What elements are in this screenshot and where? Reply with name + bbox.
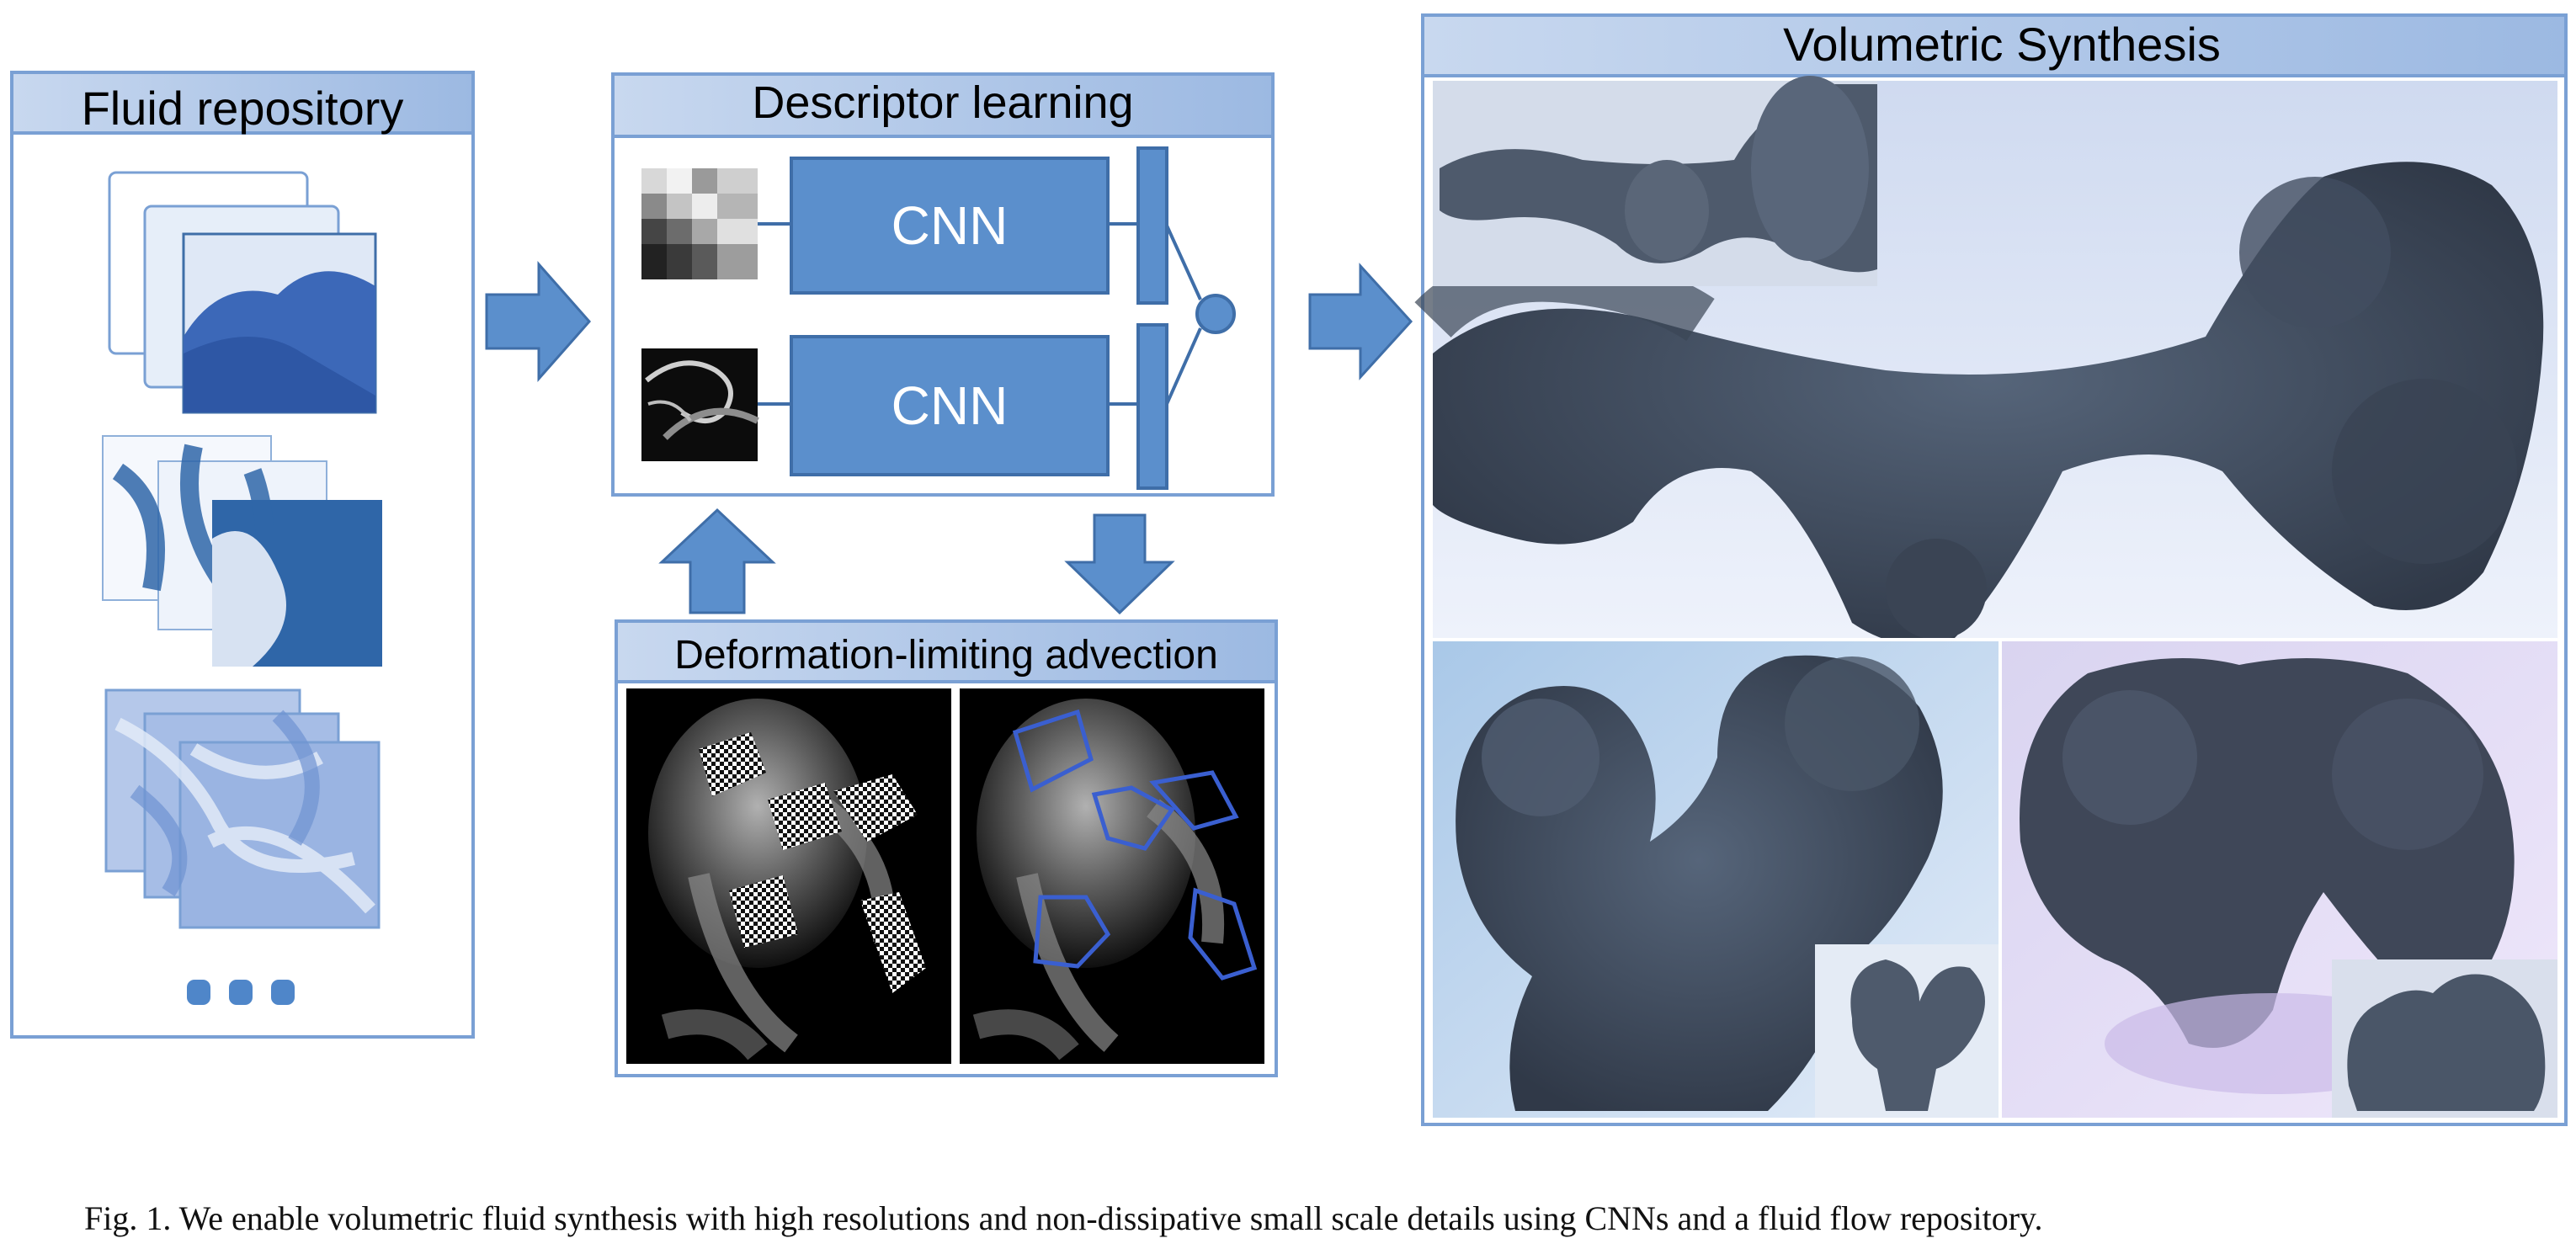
- arrow-right-1: [485, 261, 592, 382]
- cnn-box-top: CNN: [790, 157, 1110, 295]
- more-items-ellipsis: [187, 980, 295, 1005]
- repository-stack-2: [102, 435, 382, 667]
- cnn-label-top: CNN: [891, 195, 1009, 256]
- synthesis-render-top: [1414, 81, 2557, 646]
- descriptor-learning-title: Descriptor learning: [752, 77, 1133, 128]
- synthesis-inset-lowres-bottom-left: [1815, 944, 1999, 1118]
- fluid-repository-panel: Fluid repository: [10, 71, 475, 1039]
- descriptor-vector-top: [1136, 146, 1168, 305]
- velocity-patch-input: [641, 348, 759, 461]
- figure-canvas: Fluid repository: [10, 13, 2568, 1126]
- figure-caption: Fig. 1. We enable volumetric fluid synth…: [84, 1199, 2043, 1237]
- cnn-box-bottom: CNN: [790, 335, 1110, 476]
- comparison-node: [1195, 294, 1236, 334]
- arrow-down: [1064, 513, 1175, 615]
- repository-stack-3: [104, 688, 381, 929]
- descriptor-vector-bottom: [1136, 323, 1168, 490]
- advection-panel: Deformation-limiting advection: [615, 619, 1278, 1077]
- synthesis-inset-lowres-bottom-right: [2332, 959, 2557, 1118]
- synthesis-render-bottom-right: [2002, 641, 2557, 1118]
- synthesis-inset-lowres-top: [1433, 76, 1877, 286]
- advection-title: Deformation-limiting advection: [674, 633, 1218, 678]
- arrow-up: [658, 508, 776, 614]
- repository-stack-1: [108, 171, 377, 414]
- density-patch-input: [641, 168, 758, 279]
- advection-outline-image: [960, 688, 1264, 1064]
- advection-checkerboard-image: [626, 688, 951, 1064]
- volumetric-synthesis-title: Volumetric Synthesis: [1783, 18, 2221, 71]
- arrow-right-2: [1308, 263, 1413, 380]
- volumetric-synthesis-panel: Volumetric Synthesis: [1414, 13, 2568, 1126]
- fluid-repository-title: Fluid repository: [82, 82, 404, 135]
- descriptor-learning-panel: Descriptor learning: [611, 72, 1275, 497]
- cnn-label-bottom: CNN: [891, 375, 1009, 436]
